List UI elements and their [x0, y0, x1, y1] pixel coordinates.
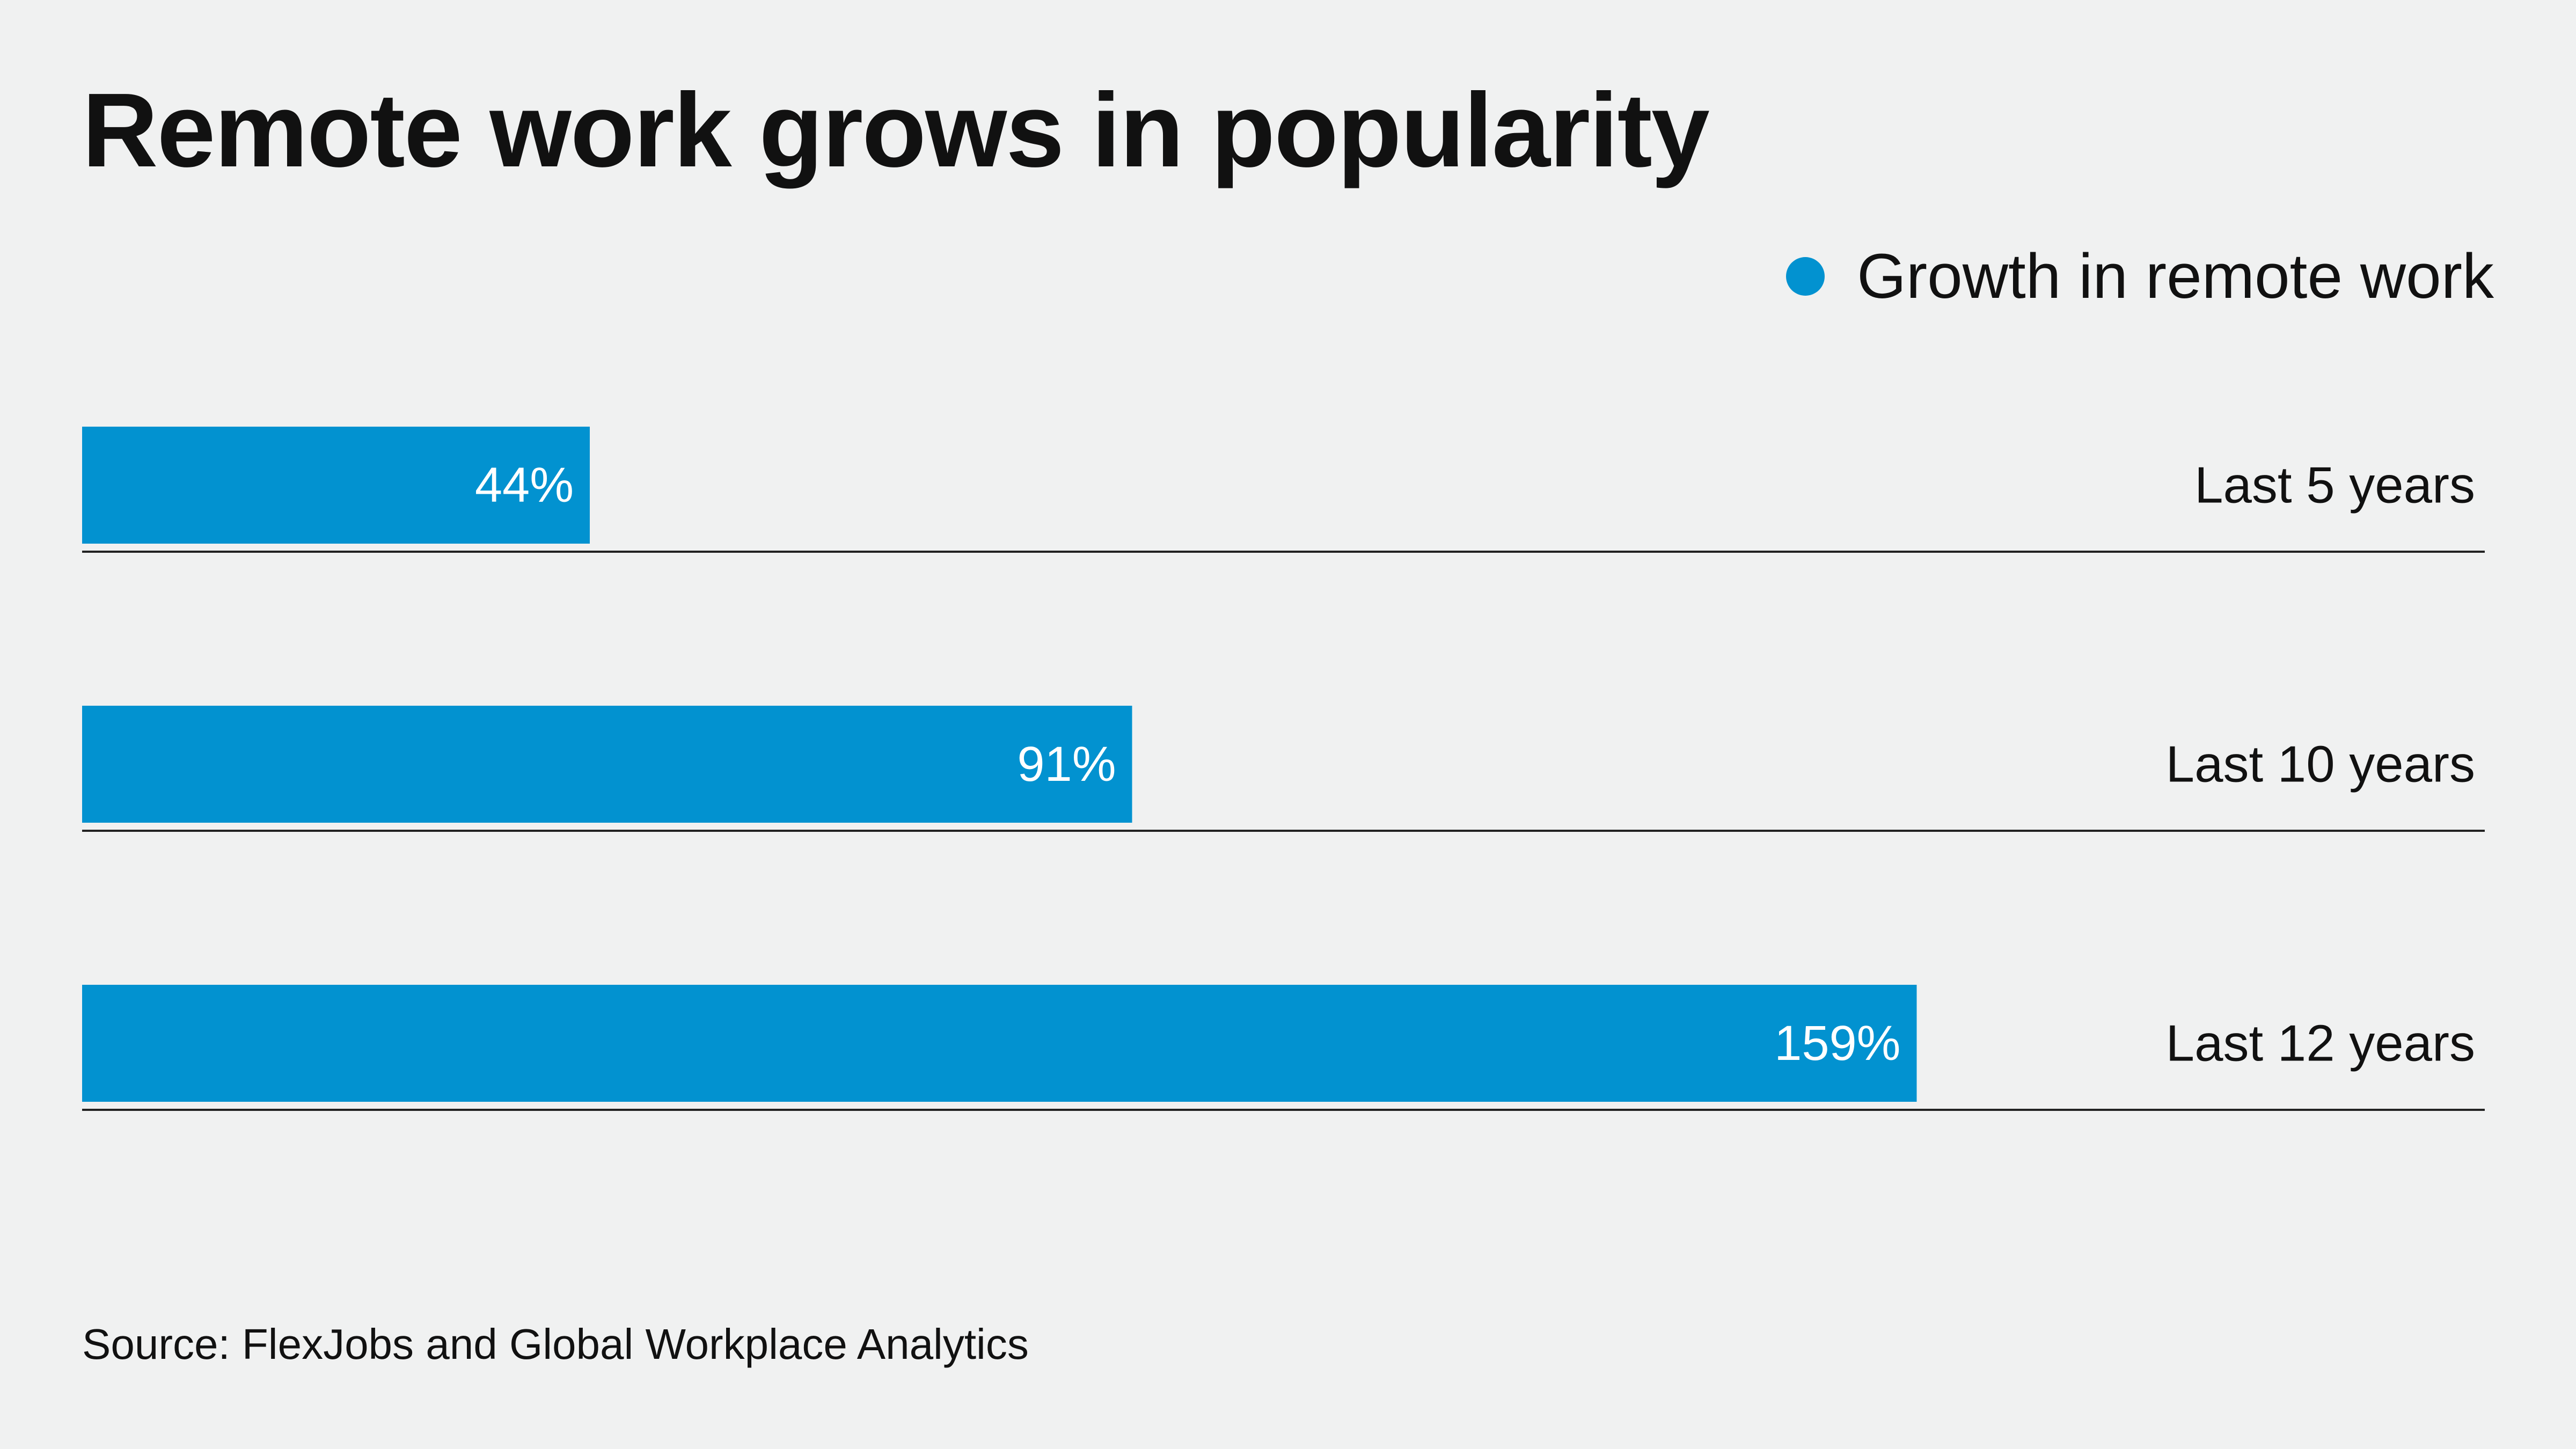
category-label: Last 12 years	[2166, 1015, 2475, 1072]
bar-value-label: 44%	[475, 458, 574, 513]
legend-dot-icon	[1786, 257, 1825, 296]
chart-title: Remote work grows in popularity	[82, 71, 1710, 189]
bar	[82, 985, 1917, 1102]
bar	[82, 706, 1132, 823]
category-label: Last 10 years	[2166, 736, 2475, 793]
bar-value-label: 159%	[1774, 1016, 1900, 1071]
bars-layer: 44% Last 5 years 91% Last 10 years 159% Last …	[82, 427, 2485, 1111]
source-note: Source: FlexJobs and Global Workplace An…	[82, 1320, 1029, 1368]
bar-value-label: 91%	[1017, 737, 1116, 792]
legend: Growth in remote work	[1786, 236, 2494, 317]
legend-label: Growth in remote work	[1857, 241, 2494, 312]
category-label: Last 5 years	[2194, 457, 2475, 514]
bar	[82, 427, 590, 544]
